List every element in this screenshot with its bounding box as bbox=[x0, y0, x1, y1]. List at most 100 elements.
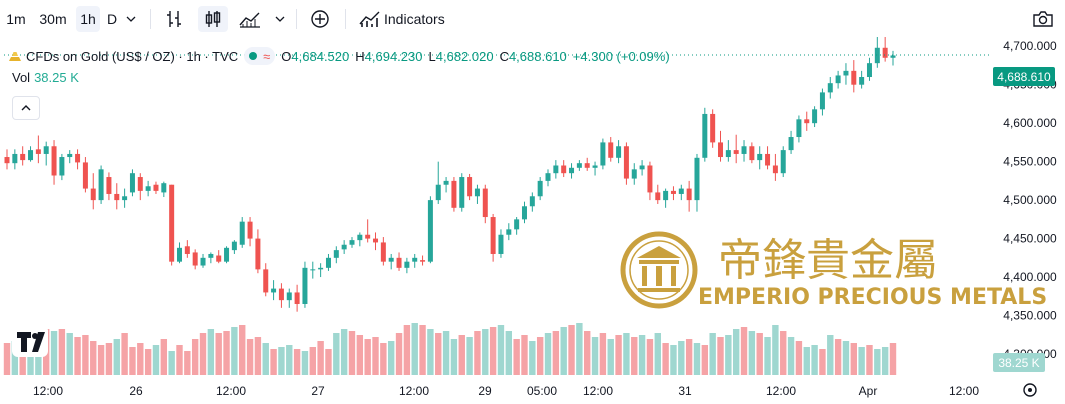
volume-bar bbox=[129, 347, 136, 375]
candle-body bbox=[694, 157, 700, 201]
candle-body bbox=[710, 113, 716, 143]
bar-chart-icon[interactable] bbox=[161, 6, 187, 32]
candle-body bbox=[239, 221, 245, 245]
camera-icon[interactable] bbox=[1030, 6, 1056, 32]
candle-body bbox=[521, 206, 527, 220]
candle-body bbox=[380, 242, 386, 262]
candle-body bbox=[796, 119, 802, 138]
indicators-button[interactable]: Indicators bbox=[384, 11, 445, 27]
interval-d[interactable]: D bbox=[106, 11, 118, 27]
candle-body bbox=[569, 167, 575, 174]
candle-body bbox=[341, 244, 347, 250]
collapse-legend-button[interactable] bbox=[12, 96, 40, 120]
area-chart-icon[interactable] bbox=[237, 6, 263, 32]
candle-body bbox=[467, 177, 473, 197]
candle-body bbox=[129, 173, 135, 193]
volume-bar bbox=[756, 333, 763, 375]
volume-value: 38.25 K bbox=[34, 70, 79, 85]
candle-body bbox=[51, 146, 57, 176]
volume-bar bbox=[568, 325, 575, 375]
symbol-title[interactable]: CFDs on Gold (US$ / OZ) · 1h · TVC bbox=[26, 48, 239, 64]
candle-body bbox=[325, 257, 331, 268]
interval-30m[interactable]: 30m bbox=[39, 11, 67, 27]
volume-bar bbox=[701, 345, 709, 375]
add-compare-icon[interactable] bbox=[307, 6, 333, 32]
interval-1m[interactable]: 1m bbox=[6, 11, 26, 27]
candle-body bbox=[208, 253, 214, 258]
top-toolbar: 1m 30m 1h D Indicators bbox=[0, 0, 1065, 38]
chevron-down-icon[interactable] bbox=[122, 6, 140, 32]
volume-bar bbox=[615, 335, 622, 375]
candle-body bbox=[294, 292, 300, 304]
candle-body bbox=[302, 267, 308, 304]
volume-bar bbox=[160, 339, 168, 375]
volume-bar bbox=[803, 347, 810, 375]
candles-icon[interactable] bbox=[198, 6, 228, 32]
gold-symbol-icon bbox=[8, 49, 22, 63]
volume-bar bbox=[317, 341, 324, 375]
volume-bar bbox=[458, 335, 465, 375]
volume-bar bbox=[152, 345, 160, 375]
candle-body bbox=[82, 162, 88, 189]
chevron-down-icon[interactable] bbox=[271, 6, 289, 32]
volume-legend: Vol 38.25 K bbox=[12, 70, 79, 85]
candle-body bbox=[169, 184, 175, 262]
indicators-icon[interactable] bbox=[357, 6, 383, 32]
candle-body bbox=[843, 70, 849, 76]
volume-label[interactable]: Vol bbox=[12, 70, 31, 85]
candle-body bbox=[451, 180, 457, 208]
market-status-badge[interactable]: ≈ bbox=[244, 47, 276, 65]
emperio-logo-icon bbox=[620, 231, 698, 309]
candle-body bbox=[506, 229, 512, 235]
candle-body bbox=[388, 257, 394, 262]
volume-bar bbox=[717, 337, 724, 375]
tradingview-logo-icon bbox=[12, 325, 48, 357]
x-tick-label: 12:00 bbox=[399, 384, 429, 398]
volume-bar bbox=[309, 347, 316, 375]
volume-bar bbox=[19, 345, 26, 375]
volume-bar bbox=[113, 339, 120, 375]
volume-bar bbox=[646, 339, 654, 375]
candle-body bbox=[459, 177, 465, 208]
candle-body bbox=[663, 190, 669, 201]
candle-body bbox=[686, 188, 692, 201]
toolbar-divider bbox=[296, 9, 297, 29]
candle-body bbox=[474, 188, 480, 197]
volume-bar bbox=[772, 325, 779, 375]
volume-bar bbox=[301, 351, 309, 375]
volume-bar bbox=[709, 333, 716, 375]
candle-body bbox=[804, 119, 810, 124]
volume-bar bbox=[466, 337, 473, 375]
low-label: L bbox=[428, 48, 436, 64]
volume-bar bbox=[364, 339, 371, 375]
y-tick-label: 4,400.000 bbox=[1003, 270, 1057, 284]
close-value: 4,688.610 bbox=[508, 48, 567, 64]
candle-body bbox=[874, 47, 880, 64]
interval-1h[interactable]: 1h bbox=[76, 6, 100, 32]
volume-bar bbox=[662, 343, 669, 375]
chevron-up-icon bbox=[21, 105, 31, 111]
candle-body bbox=[608, 142, 614, 158]
volume-bar bbox=[623, 333, 630, 375]
volume-bar bbox=[544, 333, 552, 375]
volume-bar bbox=[11, 341, 19, 375]
candle-body bbox=[655, 192, 661, 201]
high-label: H bbox=[355, 48, 365, 64]
candle-body bbox=[490, 217, 496, 254]
candle-body bbox=[482, 188, 488, 218]
candle-body bbox=[600, 142, 606, 166]
settings-gear-icon[interactable] bbox=[1023, 383, 1037, 397]
candle-body bbox=[592, 165, 598, 168]
candle-body bbox=[90, 188, 96, 201]
candle-body bbox=[749, 146, 755, 161]
volume-bar bbox=[278, 347, 285, 375]
volume-bar bbox=[286, 345, 293, 375]
volume-bar bbox=[403, 325, 411, 375]
candle-body bbox=[349, 240, 355, 245]
candle-body bbox=[647, 165, 653, 193]
open-label: O bbox=[281, 48, 292, 64]
volume-bar bbox=[348, 331, 356, 375]
candle-body bbox=[98, 169, 104, 201]
watermark-english: EMPERIO PRECIOUS METALS bbox=[698, 285, 1047, 310]
